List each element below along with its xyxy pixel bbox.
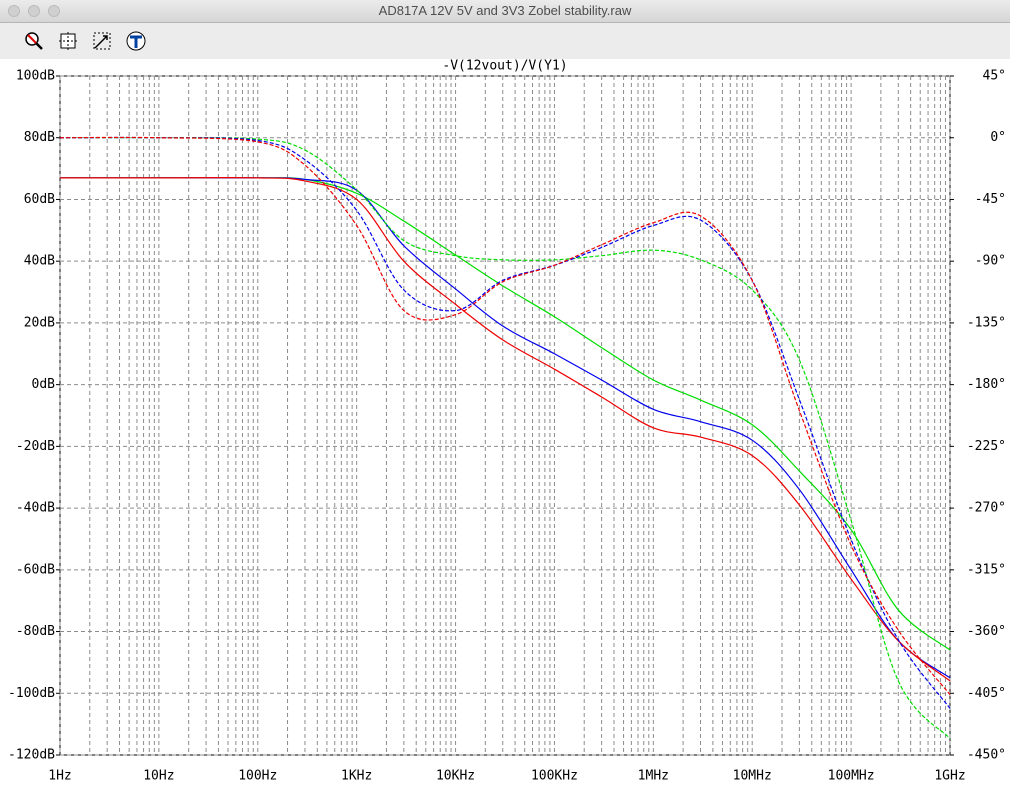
title-bar: AD817A 12V 5V and 3V3 Zobel stability.ra… (0, 0, 1010, 23)
y-tick-label: -120dB (8, 748, 55, 763)
y-tick-label: -20dB (16, 439, 55, 454)
y-tick-label: 0dB (32, 377, 56, 392)
x-tick-label: 1Hz (48, 769, 71, 784)
x-tick-label: 1KHz (341, 769, 372, 784)
zoom-button[interactable] (48, 5, 60, 17)
window-title: AD817A 12V 5V and 3V3 Zobel stability.ra… (378, 3, 632, 18)
y-tick-label: -80dB (16, 624, 55, 639)
x-tick-label: 10MHz (733, 769, 772, 784)
x-tick-label: 100MHz (828, 769, 875, 784)
y2-tick-label: 45° (983, 69, 1006, 84)
x-tick-label: 1MHz (638, 769, 669, 784)
x-tick-label: 1GHz (934, 769, 965, 784)
y2-tick-label: -360° (967, 624, 1006, 639)
y2-tick-label: -270° (967, 501, 1006, 516)
y-tick-label: 60dB (24, 192, 55, 207)
pan-tool[interactable] (92, 31, 112, 51)
y2-tick-label: -225° (967, 439, 1006, 454)
minimize-button[interactable] (28, 5, 40, 17)
y2-tick-label: -315° (967, 562, 1006, 577)
close-button[interactable] (8, 5, 20, 17)
series-line (59, 136, 951, 709)
probe-tool[interactable] (126, 31, 146, 51)
series-line (60, 177, 951, 682)
y-tick-label: 40dB (24, 254, 55, 269)
y2-tick-label: 0° (990, 130, 1006, 145)
toolbar (0, 23, 1010, 59)
x-tick-label: 10Hz (143, 769, 174, 784)
y2-tick-label: -90° (975, 254, 1006, 269)
y2-tick-label: -405° (967, 686, 1006, 701)
y2-tick-label: -180° (967, 377, 1006, 392)
x-tick-label: 10KHz (436, 769, 475, 784)
y2-tick-label: -45° (975, 192, 1006, 207)
y-tick-label: -100dB (8, 686, 55, 701)
y-tick-label: 80dB (24, 130, 55, 145)
y-tick-label: -60dB (16, 562, 55, 577)
y-tick-label: 100dB (16, 69, 55, 84)
y2-tick-label: -135° (967, 315, 1006, 330)
x-tick-label: 100Hz (238, 769, 277, 784)
y-tick-label: -40dB (16, 501, 55, 516)
y-tick-label: 20dB (24, 315, 55, 330)
y2-tick-label: -450° (967, 748, 1006, 763)
x-tick-label: 100KHz (531, 769, 578, 784)
series-line (59, 136, 951, 696)
chart-title: -V(12vout)/V(Y1) (442, 59, 567, 74)
zoom-out-tool[interactable] (24, 31, 44, 51)
autorange-tool[interactable] (58, 31, 78, 51)
